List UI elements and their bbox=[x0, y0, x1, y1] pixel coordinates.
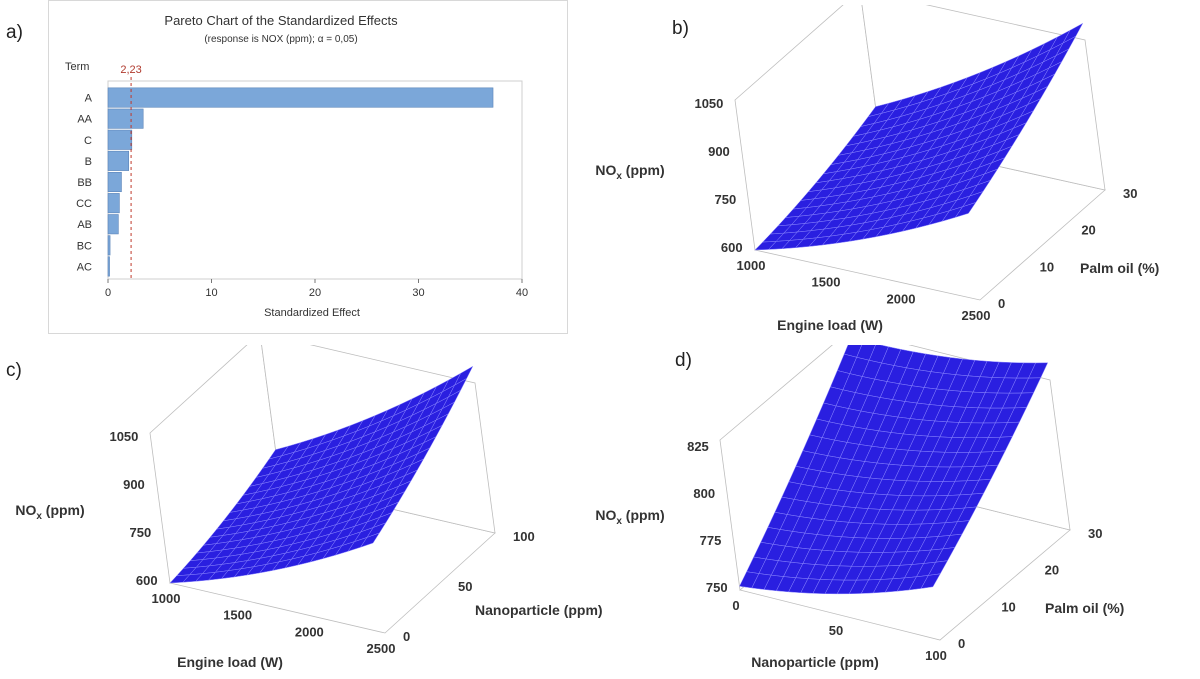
surface-d-ztick: 750 bbox=[706, 580, 728, 595]
panel-label-a: a) bbox=[6, 22, 23, 43]
surface-c-ztick: 750 bbox=[129, 525, 151, 540]
pareto-term-c: C bbox=[84, 135, 92, 147]
surface-c-xtick: 1000 bbox=[152, 591, 181, 606]
surface-b-xlabel: Engine load (W) bbox=[777, 317, 883, 333]
surface-b-xtick: 2500 bbox=[962, 308, 991, 323]
surface-cell bbox=[920, 573, 941, 589]
surface-d-ytick: 30 bbox=[1088, 526, 1102, 541]
pareto-xtick-label: 20 bbox=[309, 287, 321, 299]
surface-c-ylabel: Nanoparticle (ppm) bbox=[475, 602, 603, 618]
surface-d-ztick: 775 bbox=[700, 533, 722, 548]
surface-d-mesh bbox=[739, 345, 1049, 595]
surface-c-ztick: 1050 bbox=[109, 429, 138, 444]
surface-b-ytick: 0 bbox=[998, 296, 1005, 311]
surface-c-ytick: 50 bbox=[458, 579, 472, 594]
pareto-term-ab: AB bbox=[77, 219, 92, 231]
surface-b-ztick: 900 bbox=[708, 144, 730, 159]
surface-d-zlabel: NOx (ppm) bbox=[595, 507, 664, 527]
surface-d-ztick: 825 bbox=[687, 439, 709, 454]
surface-d-xlabel: Nanoparticle (ppm) bbox=[751, 654, 879, 670]
pareto-bar-bb bbox=[107, 171, 122, 193]
pareto-xtick-label: 0 bbox=[105, 287, 111, 299]
surface-c-xtick: 2000 bbox=[295, 624, 324, 639]
surface-c-xtick: 2500 bbox=[367, 641, 396, 656]
surface-plot-d: 750 775 800 825 0 50 100 0 10 20 30 NOx (ppm) Nanopa… bbox=[595, 345, 1124, 670]
panel-label-d: d) bbox=[675, 350, 692, 371]
surface-b-mesh bbox=[754, 22, 1084, 251]
surface-c-xtick: 1500 bbox=[223, 608, 252, 623]
pareto-term-a: A bbox=[85, 93, 93, 105]
pareto-term-cc: CC bbox=[76, 198, 92, 210]
surface-d-ytick: 10 bbox=[1001, 599, 1015, 614]
pareto-term-bb: BB bbox=[77, 177, 92, 189]
surface-b-ztick: 750 bbox=[714, 192, 736, 207]
surface-c-ytick: 0 bbox=[403, 629, 410, 644]
surface-c-ztick: 600 bbox=[136, 573, 158, 588]
surface-d-xtick: 0 bbox=[732, 598, 739, 613]
surface-b-ztick: 600 bbox=[721, 240, 743, 255]
pareto-term-label: Term bbox=[65, 61, 89, 73]
surface-b-ylabel: Palm oil (%) bbox=[1080, 260, 1159, 276]
pareto-term-bc: BC bbox=[77, 240, 92, 252]
pareto-xlabel: Standardized Effect bbox=[264, 307, 360, 319]
surface-b-ztick: 1050 bbox=[694, 96, 723, 111]
surface-d-ylabel: Palm oil (%) bbox=[1045, 600, 1124, 616]
surface-cell bbox=[954, 202, 977, 218]
pareto-bar-ab bbox=[107, 214, 119, 235]
pareto-bar-c bbox=[107, 129, 133, 150]
pareto-term-ac: AC bbox=[77, 261, 92, 273]
pareto-title: Pareto Chart of the Standardized Effects bbox=[164, 13, 398, 28]
surface-cell bbox=[359, 532, 380, 548]
surface-b-xtick: 2000 bbox=[887, 291, 916, 306]
surface-c-xlabel: Engine load (W) bbox=[177, 654, 283, 670]
pareto-xtick-label: 10 bbox=[205, 287, 217, 299]
pareto-subtitle: (response is NOX (ppm); α = 0,05) bbox=[204, 34, 357, 45]
pareto-bar-bc bbox=[107, 235, 111, 256]
surface-b-xtick: 1500 bbox=[812, 275, 841, 290]
pareto-term-aa: AA bbox=[77, 114, 92, 126]
pareto-bar-aa bbox=[107, 108, 144, 129]
pareto-bar-cc bbox=[107, 193, 120, 214]
surface-c-mesh bbox=[169, 365, 474, 584]
surface-b-xtick: 1000 bbox=[737, 258, 766, 273]
surface-d-xtick: 100 bbox=[925, 648, 947, 663]
surface-plot-c: 600 750 900 1050 1000 1500 2000 2500 0 50 100 NOx (… bbox=[15, 345, 603, 670]
surface-d-ztick: 800 bbox=[693, 486, 715, 501]
pareto-bar-ac bbox=[107, 256, 110, 277]
surface-b-ytick: 20 bbox=[1081, 223, 1095, 238]
surface-d-ytick: 0 bbox=[958, 636, 965, 651]
pareto-frame bbox=[48, 0, 568, 334]
surface-c-ytick: 100 bbox=[513, 529, 535, 544]
surface-d-ytick: 20 bbox=[1045, 563, 1059, 578]
pareto-bar-b bbox=[107, 150, 130, 171]
pareto-bar-a bbox=[107, 87, 494, 108]
surface-b-zlabel: NOx (ppm) bbox=[595, 162, 664, 182]
critical-value-label: 2,23 bbox=[120, 64, 141, 76]
surface-c-ztick: 900 bbox=[123, 477, 145, 492]
panel-label-c: c) bbox=[6, 360, 22, 381]
surface-b-ytick: 10 bbox=[1040, 259, 1054, 274]
surface-d-xtick: 50 bbox=[829, 623, 843, 638]
surface-b-ytick: 30 bbox=[1123, 186, 1137, 201]
pareto-xtick-label: 30 bbox=[412, 287, 424, 299]
surface-c-zlabel: NOx (ppm) bbox=[15, 502, 84, 522]
pareto-chart: Pareto Chart of the Standardized Effects… bbox=[48, 0, 568, 334]
surface-plot-b: 600 750 900 1050 1000 1500 2000 2500 0 10 20 30 NOx … bbox=[595, 5, 1159, 333]
pareto-term-b: B bbox=[85, 156, 92, 168]
pareto-xtick-label: 40 bbox=[516, 287, 528, 299]
panel-label-b: b) bbox=[672, 18, 689, 39]
